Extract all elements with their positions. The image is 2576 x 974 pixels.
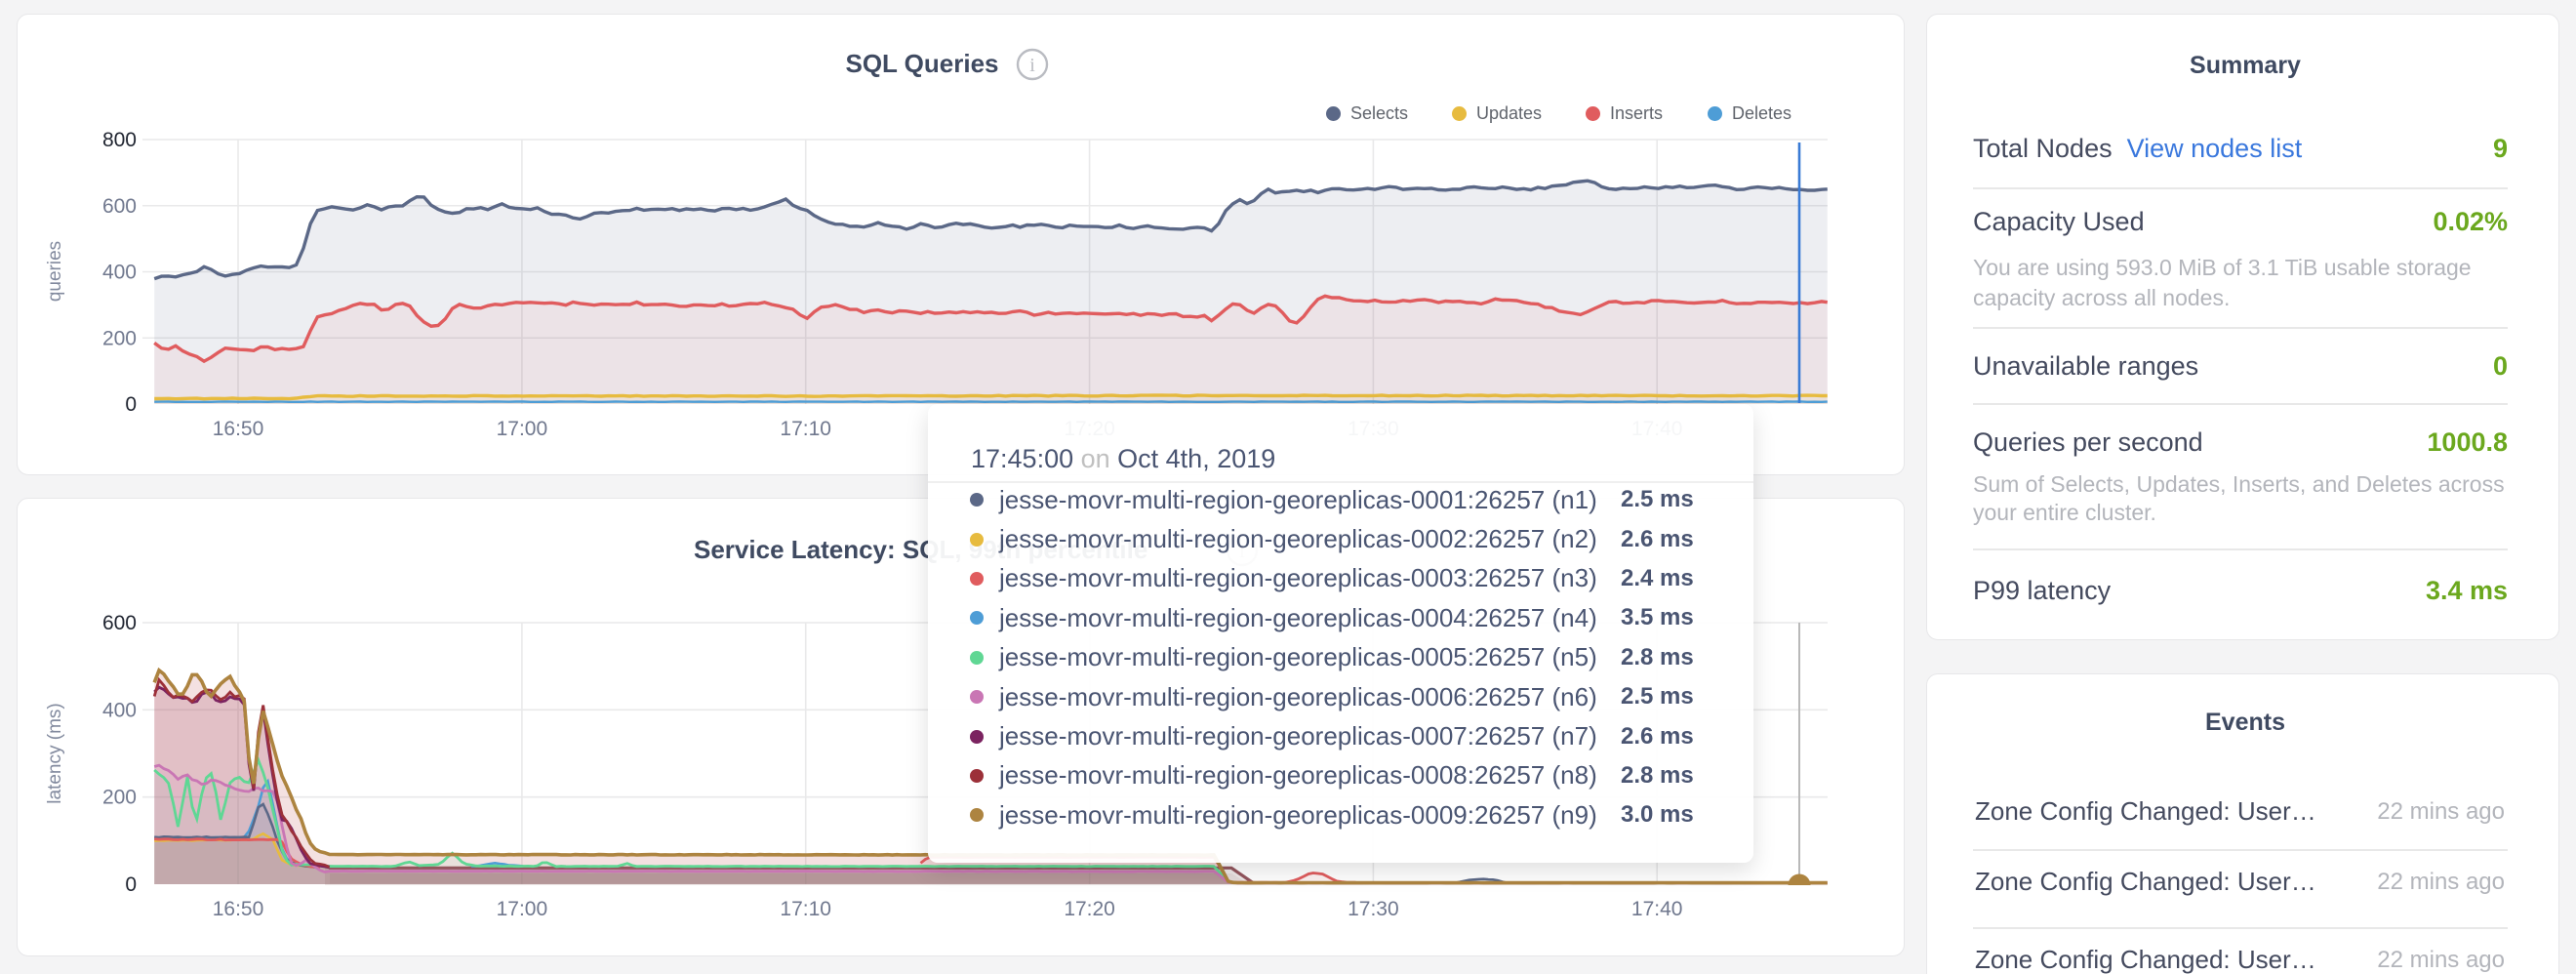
- svg-text:queries: queries: [45, 241, 65, 302]
- svg-text:latency (ms): latency (ms): [45, 703, 65, 803]
- svg-text:0: 0: [125, 873, 137, 896]
- svg-text:16:50: 16:50: [213, 898, 264, 920]
- svg-text:600: 600: [102, 612, 137, 634]
- svg-text:17:00: 17:00: [497, 418, 548, 440]
- svg-text:i: i: [1029, 55, 1035, 76]
- svg-text:17:00: 17:00: [497, 898, 548, 920]
- svg-text:400: 400: [102, 699, 137, 721]
- svg-text:16:50: 16:50: [213, 418, 264, 440]
- svg-text:17:10: 17:10: [780, 418, 831, 440]
- svg-text:17:20: 17:20: [1064, 898, 1115, 920]
- svg-text:400: 400: [102, 262, 137, 284]
- svg-text:17:30: 17:30: [1348, 898, 1399, 920]
- svg-text:0: 0: [125, 393, 137, 416]
- svg-text:200: 200: [102, 327, 137, 349]
- svg-text:17:10: 17:10: [780, 898, 831, 920]
- svg-text:800: 800: [102, 129, 137, 151]
- svg-text:600: 600: [102, 195, 137, 218]
- svg-text:17:40: 17:40: [1631, 898, 1683, 920]
- svg-text:200: 200: [102, 787, 137, 809]
